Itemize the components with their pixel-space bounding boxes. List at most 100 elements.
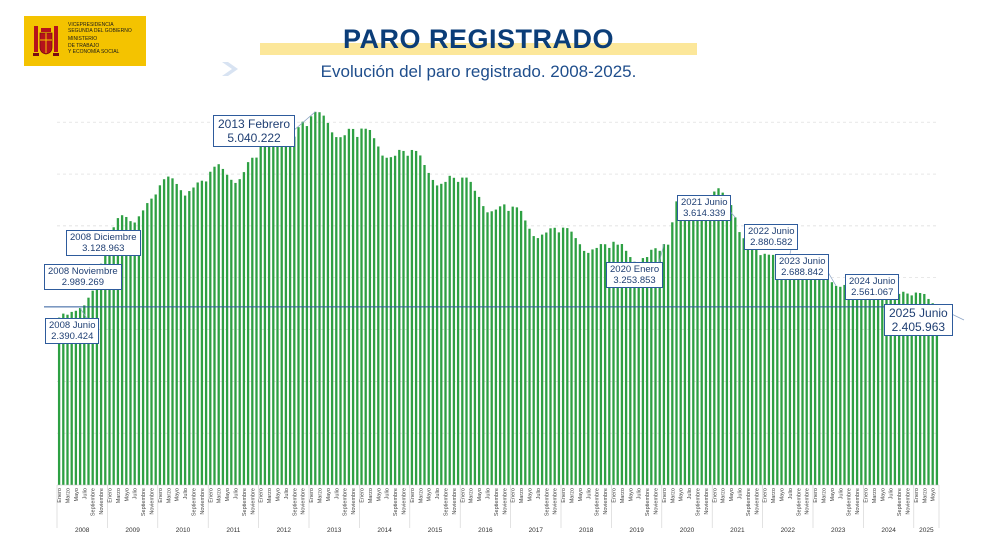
month-tick-label: Enero <box>158 488 164 503</box>
data-bar <box>503 204 506 485</box>
data-bar <box>456 181 460 485</box>
month-tick-label: Julio <box>82 488 88 499</box>
month-tick-label: Marzo <box>822 488 828 503</box>
data-bar <box>734 217 737 485</box>
month-tick-label: Septiembre <box>91 488 97 516</box>
month-tick-label: Septiembre <box>746 488 752 516</box>
month-tick-label: Mayo <box>276 488 282 501</box>
data-bar <box>776 268 779 485</box>
annotation-label: 2021 Junio <box>681 197 728 208</box>
month-tick-label: Mayo <box>376 488 382 501</box>
annotation-box: 2008 Noviembre 2.989.269 <box>44 264 122 290</box>
data-bar <box>587 252 590 485</box>
data-bar <box>204 181 208 485</box>
month-tick-label: Julio <box>838 488 844 499</box>
month-tick-label: Septiembre <box>544 488 550 516</box>
data-bar <box>641 258 645 485</box>
data-bar <box>755 249 758 485</box>
month-tick-label: Septiembre <box>141 488 147 516</box>
data-bar <box>935 306 939 485</box>
data-bar <box>179 190 183 485</box>
data-bar <box>788 271 792 485</box>
data-bar <box>742 238 745 485</box>
month-tick-label: Noviembre <box>250 488 256 515</box>
annotation-box: 2023 Junio 2.688.842 <box>775 254 830 280</box>
month-tick-label: Julio <box>234 488 240 499</box>
data-bar <box>839 286 842 485</box>
data-bar <box>931 303 934 485</box>
data-bar <box>876 287 880 485</box>
year-tick-label: 2009 <box>125 527 140 534</box>
month-tick-label: Noviembre <box>553 488 559 515</box>
month-tick-label: Julio <box>284 488 290 499</box>
data-bar <box>146 203 149 485</box>
month-tick-label: Noviembre <box>301 488 307 515</box>
data-bar <box>578 244 582 485</box>
data-bar <box>125 216 128 486</box>
data-bar <box>801 269 804 485</box>
data-bar <box>246 162 250 485</box>
data-bar <box>385 157 388 485</box>
year-tick-label: 2013 <box>327 527 342 534</box>
annotation-value: 3.128.963 <box>82 243 125 254</box>
month-tick-label: Julio <box>486 488 492 499</box>
data-bar <box>116 218 120 485</box>
data-bar <box>717 188 720 485</box>
data-bar <box>234 182 237 486</box>
data-bar <box>314 111 317 485</box>
data-bar <box>700 201 703 486</box>
annotation-label: 2022 Junio <box>748 226 795 237</box>
data-bar <box>414 150 418 485</box>
annotation-box: 2008 Diciembre 3.128.963 <box>66 230 141 256</box>
data-bar <box>540 234 544 485</box>
data-bar <box>57 317 61 485</box>
data-bar <box>162 179 166 485</box>
month-tick-label: Marzo <box>66 488 72 503</box>
logo-line: DE TRABAJO <box>68 42 100 49</box>
month-tick-label: Septiembre <box>796 488 802 516</box>
data-bar <box>809 274 813 485</box>
annotation-label: 2013 Febrero <box>218 117 291 131</box>
data-bar <box>141 210 145 485</box>
data-bar <box>822 273 825 485</box>
data-bar <box>200 180 204 485</box>
month-tick-label: Julio <box>334 488 340 499</box>
annotation-value: 5.040.222 <box>227 131 281 145</box>
month-tick-label: Mayo <box>225 488 231 501</box>
data-bar <box>448 175 451 485</box>
data-bar <box>108 238 111 485</box>
data-bar <box>692 203 695 485</box>
data-bar <box>650 249 653 485</box>
data-bar <box>708 197 712 485</box>
data-bar <box>872 283 876 485</box>
data-bar <box>398 149 401 485</box>
data-bar <box>784 271 787 485</box>
month-tick-label: Noviembre <box>150 488 156 515</box>
data-bar <box>377 146 380 485</box>
data-bar <box>276 135 279 486</box>
month-tick-label: Marzo <box>368 488 374 503</box>
month-tick-label: Septiembre <box>343 488 349 516</box>
annotation-label: 2008 Junio <box>49 320 96 331</box>
data-bar <box>545 232 548 485</box>
data-bar <box>452 177 456 485</box>
data-bar <box>671 222 674 485</box>
data-bar <box>150 198 153 485</box>
data-bar <box>322 115 325 486</box>
month-tick-label: Noviembre <box>805 488 811 515</box>
annotation-label: 2008 Diciembre <box>70 232 137 243</box>
data-bar <box>494 209 498 485</box>
data-bar <box>582 250 586 485</box>
data-bar <box>444 181 447 485</box>
month-tick-label: Mayo <box>780 488 786 501</box>
data-bar <box>435 185 439 485</box>
month-tick-label: Septiembre <box>292 488 298 516</box>
data-bar <box>440 183 443 485</box>
data-bar <box>662 244 666 485</box>
data-bar <box>792 268 796 485</box>
annotation-label: 2008 Noviembre <box>48 266 118 277</box>
month-tick-label: Mayo <box>931 488 937 501</box>
data-bar <box>843 284 846 485</box>
month-tick-label: Enero <box>914 488 920 503</box>
data-bar <box>696 205 699 485</box>
